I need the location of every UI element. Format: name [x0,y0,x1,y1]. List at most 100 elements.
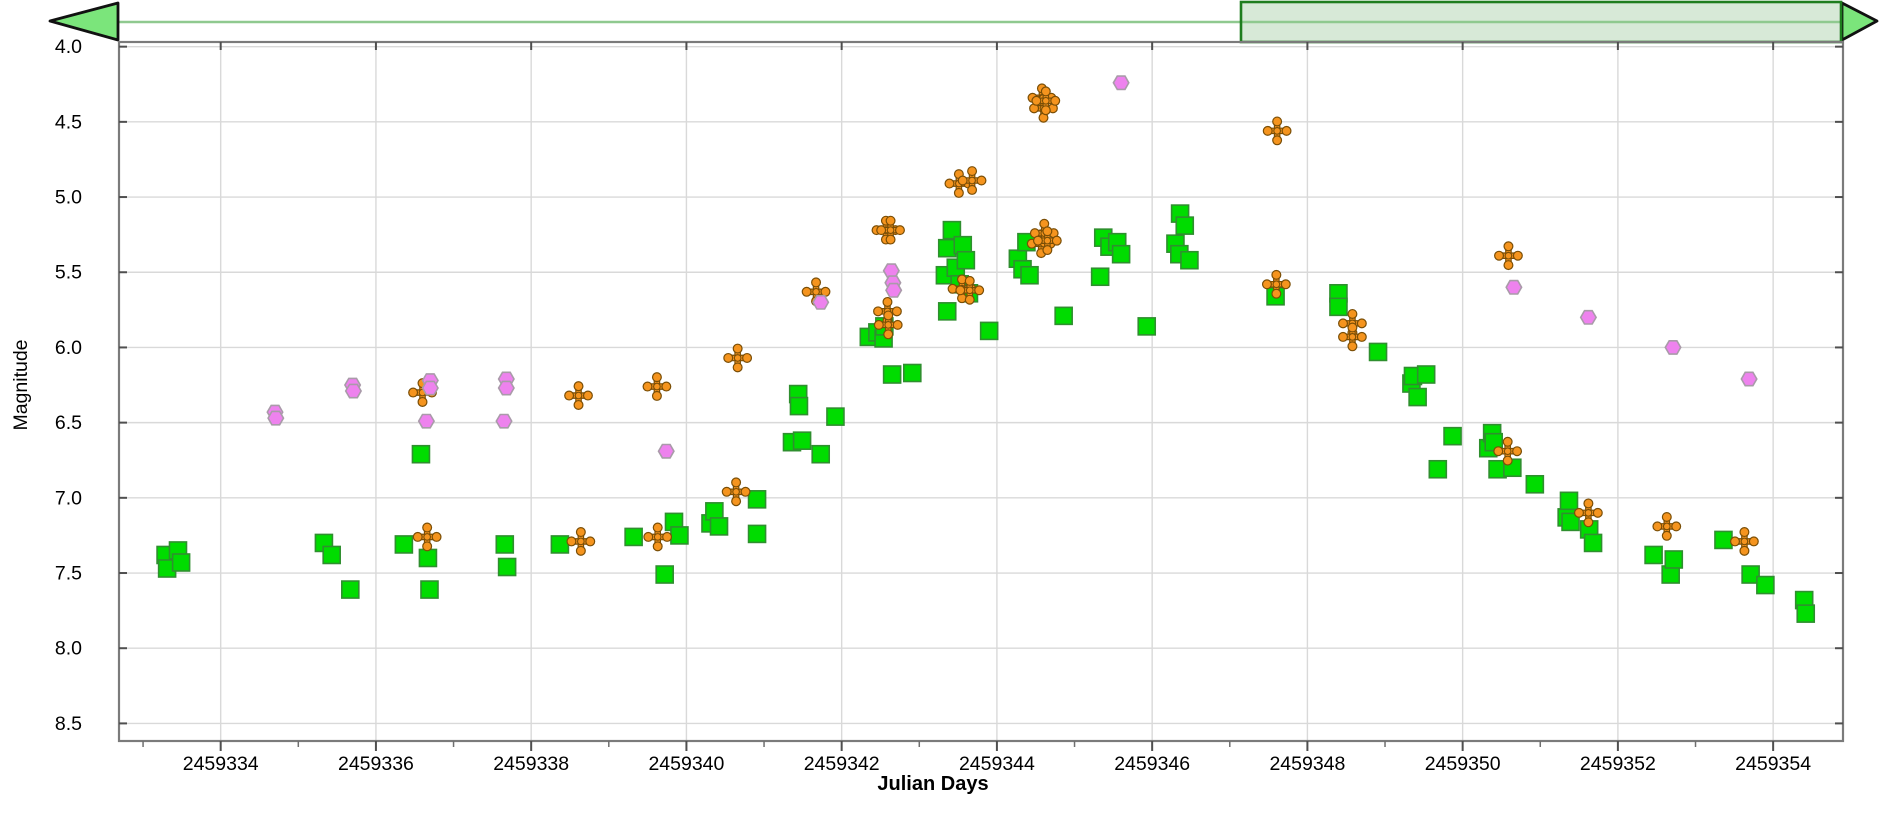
cross-lobe [1494,250,1505,261]
cross-lobe [731,477,742,488]
orange-crosse-data-point [721,477,751,507]
hexagon-marker-shape [657,443,675,459]
square-marker-shape [747,524,767,544]
x-tick-label: 2459342 [804,753,880,775]
cross-lobe [431,531,442,542]
square-marker-shape [411,444,431,464]
cross-center [968,176,976,185]
violet-hexagon-data-point [1505,279,1523,295]
cross-lobe [883,329,894,340]
square-marker-shape [1644,545,1663,565]
square-marker-shape [1525,474,1545,494]
orange-crosse-data-point [955,275,985,305]
orange-crosse-data-point [876,215,905,245]
square-marker-shape [937,302,957,321]
cross-lobe [1512,446,1523,457]
orange-crosse-data-point [1261,269,1291,299]
green-square-data-point [1180,250,1199,270]
cross-lobe [1042,226,1053,237]
orange-crosse-data-point [1031,86,1061,116]
green-square-data-point [1111,244,1131,264]
cross-lobe [1347,322,1358,333]
cross-lobe [1338,318,1349,329]
orange-crosse-data-point [412,522,442,552]
square-marker-shape [394,535,414,554]
green-square-data-point [1756,575,1775,595]
green-square-data-point [341,580,360,599]
cross-lobe [1583,517,1594,528]
cross-lobe [1040,105,1051,116]
violet-hexagon-data-point [1664,339,1682,355]
cross-lobe [1661,530,1672,541]
square-marker-shape [1111,244,1131,264]
green-square-data-point [1583,533,1603,553]
x-tick-label: 2459338 [493,753,569,775]
cross-lobe [575,527,586,538]
cross-lobe [566,536,577,547]
x-tick-label: 2459350 [1425,753,1501,775]
square-marker-shape [497,557,517,577]
cross-lobe [882,296,893,307]
cross-center [423,533,432,541]
square-marker-shape [709,517,729,536]
hexagon-marker-shape [885,282,903,298]
orange-crosse-data-point [1730,527,1759,556]
orange-crosse-data-point [723,343,753,373]
violet-hexagon-data-point [344,383,363,399]
cross-center [733,354,742,362]
green-square-data-point [1416,365,1436,384]
cross-lobe [873,306,884,317]
orange-crosse-data-point [1493,436,1523,466]
green-square-data-point [1561,512,1580,532]
violet-hexagon-data-point [657,443,675,459]
orange-crosse-data-point [873,310,903,340]
orange-crosse-data-point [1032,226,1062,256]
cross-lobe [1512,250,1523,261]
orange-crosse-data-point [566,527,596,556]
green-square-data-point [171,553,191,572]
cross-lobe [1652,521,1663,532]
scrollbar-left-arrow-icon[interactable] [48,1,120,42]
green-square-data-point [882,365,902,384]
cross-lobe [885,234,896,245]
square-marker-shape [811,444,831,464]
violet-hexagon-data-point [417,413,436,429]
cross-lobe [1051,235,1062,246]
square-marker-shape [1741,565,1760,584]
x-tick-label: 2459346 [1114,753,1190,775]
square-marker-shape [1137,317,1157,336]
cross-lobe [408,387,419,398]
violet-hexagon-data-point [812,294,830,310]
cross-lobe [953,187,964,198]
cross-lobe [820,286,831,297]
hexagon-marker-shape [267,410,285,426]
cross-center [577,537,585,546]
cross-lobe [876,225,887,236]
cross-lobe [1261,279,1272,290]
cross-lobe [955,285,966,296]
hexagon-marker-shape [1112,75,1130,91]
cross-lobe [1040,86,1051,97]
green-square-data-point [418,548,438,568]
cross-center [886,226,895,234]
y-tick-label: 5.5 [55,262,82,284]
cross-lobe [732,362,743,373]
cross-center [1043,236,1052,245]
square-marker-shape [171,553,191,572]
cross-lobe [1503,260,1514,271]
time-scrollbar[interactable] [48,0,1879,44]
cross-lobe [573,381,584,392]
scrollbar-right-arrow-icon[interactable] [1840,1,1879,42]
hexagon-marker-shape [1740,371,1758,387]
cross-lobe [1272,135,1283,146]
cross-lobe [967,184,978,195]
square-marker-shape [624,527,643,547]
cross-center [1272,280,1281,289]
cross-lobe [742,352,753,363]
y-tick-label: 6.5 [55,412,82,434]
orange-crosse-data-point [957,166,987,195]
cross-lobe [642,381,653,392]
green-square-data-point [1428,459,1448,479]
x-tick-label: 2459334 [183,753,259,775]
